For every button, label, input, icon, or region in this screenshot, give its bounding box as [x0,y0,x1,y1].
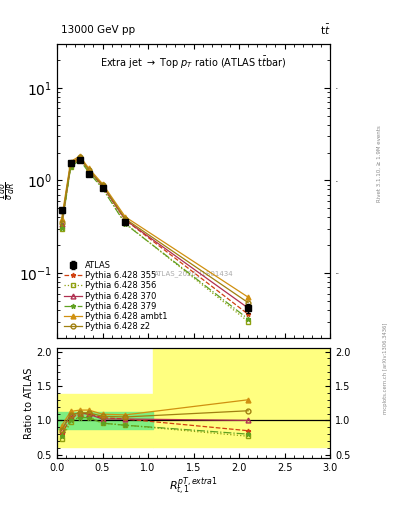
Pythia 6.428 355 [59,223,64,229]
Pythia 6.428 ambt1 [86,165,91,172]
Line: Pythia 6.428 z2: Pythia 6.428 z2 [59,155,251,305]
Pythia 6.428 356 [77,156,82,162]
Pythia 6.428 355 [100,183,105,189]
Pythia 6.428 356 [86,169,91,175]
Pythia 6.428 356 [68,164,73,170]
Pythia 6.428 355 [68,163,73,169]
Text: 13000 GeV pp: 13000 GeV pp [61,25,135,35]
Pythia 6.428 379 [86,169,91,176]
Text: Rivet 3.1.10, ≥ 1.9M events: Rivet 3.1.10, ≥ 1.9M events [377,125,382,202]
Pythia 6.428 379 [246,316,251,322]
Pythia 6.428 370 [100,183,105,189]
Pythia 6.428 ambt1 [100,181,105,187]
Pythia 6.428 ambt1 [68,158,73,164]
Pythia 6.428 z2 [59,220,64,226]
Line: Pythia 6.428 379: Pythia 6.428 379 [59,157,251,322]
Text: t$\bar{t}$: t$\bar{t}$ [320,23,330,37]
Pythia 6.428 356 [100,185,105,191]
Pythia 6.428 379 [68,164,73,170]
Text: ATLAS_2020_I1801434: ATLAS_2020_I1801434 [154,270,233,276]
Pythia 6.428 370 [246,305,251,311]
Pythia 6.428 370 [59,221,64,227]
Pythia 6.428 z2 [77,154,82,160]
Pythia 6.428 370 [86,167,91,173]
Pythia 6.428 z2 [86,167,91,173]
Y-axis label: $\frac{1}{\sigma}\frac{d\sigma}{dR}$: $\frac{1}{\sigma}\frac{d\sigma}{dR}$ [0,181,18,200]
Y-axis label: Ratio to ATLAS: Ratio to ATLAS [24,368,34,439]
Text: mcplots.cern.ch [arXiv:1306.3436]: mcplots.cern.ch [arXiv:1306.3436] [383,323,387,414]
Pythia 6.428 356 [123,220,128,226]
Line: Pythia 6.428 356: Pythia 6.428 356 [59,157,251,324]
Pythia 6.428 379 [100,185,105,191]
Line: Pythia 6.428 355: Pythia 6.428 355 [59,156,251,317]
Pythia 6.428 z2 [68,161,73,167]
Pythia 6.428 ambt1 [246,294,251,300]
Pythia 6.428 370 [68,160,73,166]
Pythia 6.428 379 [59,225,64,231]
Pythia 6.428 379 [123,221,128,227]
Pythia 6.428 ambt1 [77,153,82,159]
Text: Extra jet $\rightarrow$ Top $p_T$ ratio (ATLAS t$\bar{t}$bar): Extra jet $\rightarrow$ Top $p_T$ ratio … [100,55,287,71]
Pythia 6.428 ambt1 [59,216,64,222]
Pythia 6.428 355 [246,311,251,317]
Pythia 6.428 370 [123,217,128,223]
Pythia 6.428 355 [123,217,128,223]
Pythia 6.428 355 [86,167,91,174]
Pythia 6.428 z2 [246,300,251,306]
Pythia 6.428 z2 [123,216,128,222]
Pythia 6.428 370 [77,154,82,160]
Legend: ATLAS, Pythia 6.428 355, Pythia 6.428 356, Pythia 6.428 370, Pythia 6.428 379, P: ATLAS, Pythia 6.428 355, Pythia 6.428 35… [61,258,170,334]
Line: Pythia 6.428 370: Pythia 6.428 370 [59,155,251,310]
X-axis label: $R_{t,1}^{pT,extra1}$: $R_{t,1}^{pT,extra1}$ [169,476,218,498]
Pythia 6.428 356 [59,226,64,232]
Pythia 6.428 379 [77,157,82,163]
Line: Pythia 6.428 ambt1: Pythia 6.428 ambt1 [59,154,251,300]
Pythia 6.428 ambt1 [123,214,128,220]
Pythia 6.428 356 [246,318,251,325]
Pythia 6.428 z2 [100,182,105,188]
Pythia 6.428 355 [77,155,82,161]
